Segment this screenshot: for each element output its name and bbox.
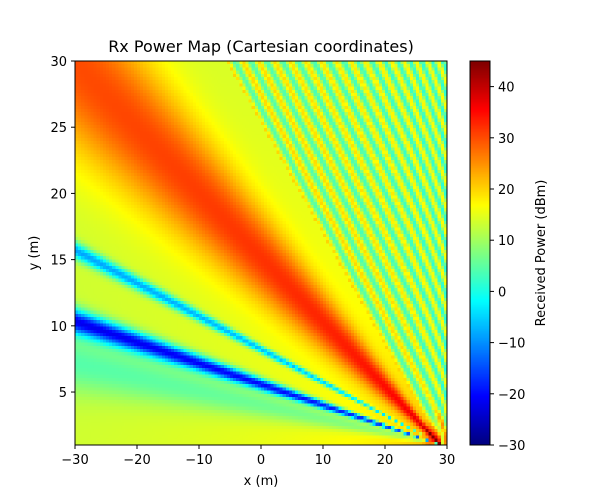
x-tick-label: 30: [439, 453, 456, 468]
y-tick-label: 20: [50, 187, 67, 202]
y-tick-label: 30: [50, 55, 67, 70]
y-tick-label: 15: [50, 254, 67, 269]
x-tick-label: 10: [315, 453, 332, 468]
x-tick-label: −20: [123, 453, 150, 468]
colorbar-tick-label: 20: [498, 183, 515, 198]
y-tick-label: 25: [50, 121, 67, 136]
colorbar-tick-label: 30: [498, 132, 515, 147]
x-tick-label: −10: [185, 453, 212, 468]
y-axis-label: y (m): [27, 236, 42, 271]
y-tick-label: 10: [50, 320, 67, 335]
colorbar-tick-label: −30: [498, 439, 525, 454]
x-axis-label: x (m): [244, 474, 279, 489]
chart-title: Rx Power Map (Cartesian coordinates): [108, 37, 414, 56]
x-tick-label: 20: [377, 453, 394, 468]
x-tick-label: 0: [257, 453, 265, 468]
x-tick-label: −30: [61, 453, 88, 468]
colorbar-tick-label: −20: [498, 388, 525, 403]
x-axis-ticks: −30 −20 −10 0 10 20 30: [61, 445, 455, 468]
plot-frame: [74, 60, 448, 446]
y-axis-ticks: 5 10 15 20 25 30: [50, 55, 75, 401]
colorbar-frame: [469, 60, 491, 446]
colorbar: [470, 61, 490, 445]
colorbar-ticks: −30 −20 −10 0 10 20 30 40: [490, 81, 525, 454]
y-tick-label: 5: [59, 386, 67, 401]
colorbar-tick-label: 10: [498, 234, 515, 249]
colorbar-label: Received Power (dBm): [534, 180, 549, 327]
colorbar-tick-label: 0: [498, 285, 506, 300]
colorbar-tick-label: 40: [498, 81, 515, 96]
heatmap: [75, 61, 447, 445]
colorbar-tick-label: −10: [498, 337, 525, 352]
